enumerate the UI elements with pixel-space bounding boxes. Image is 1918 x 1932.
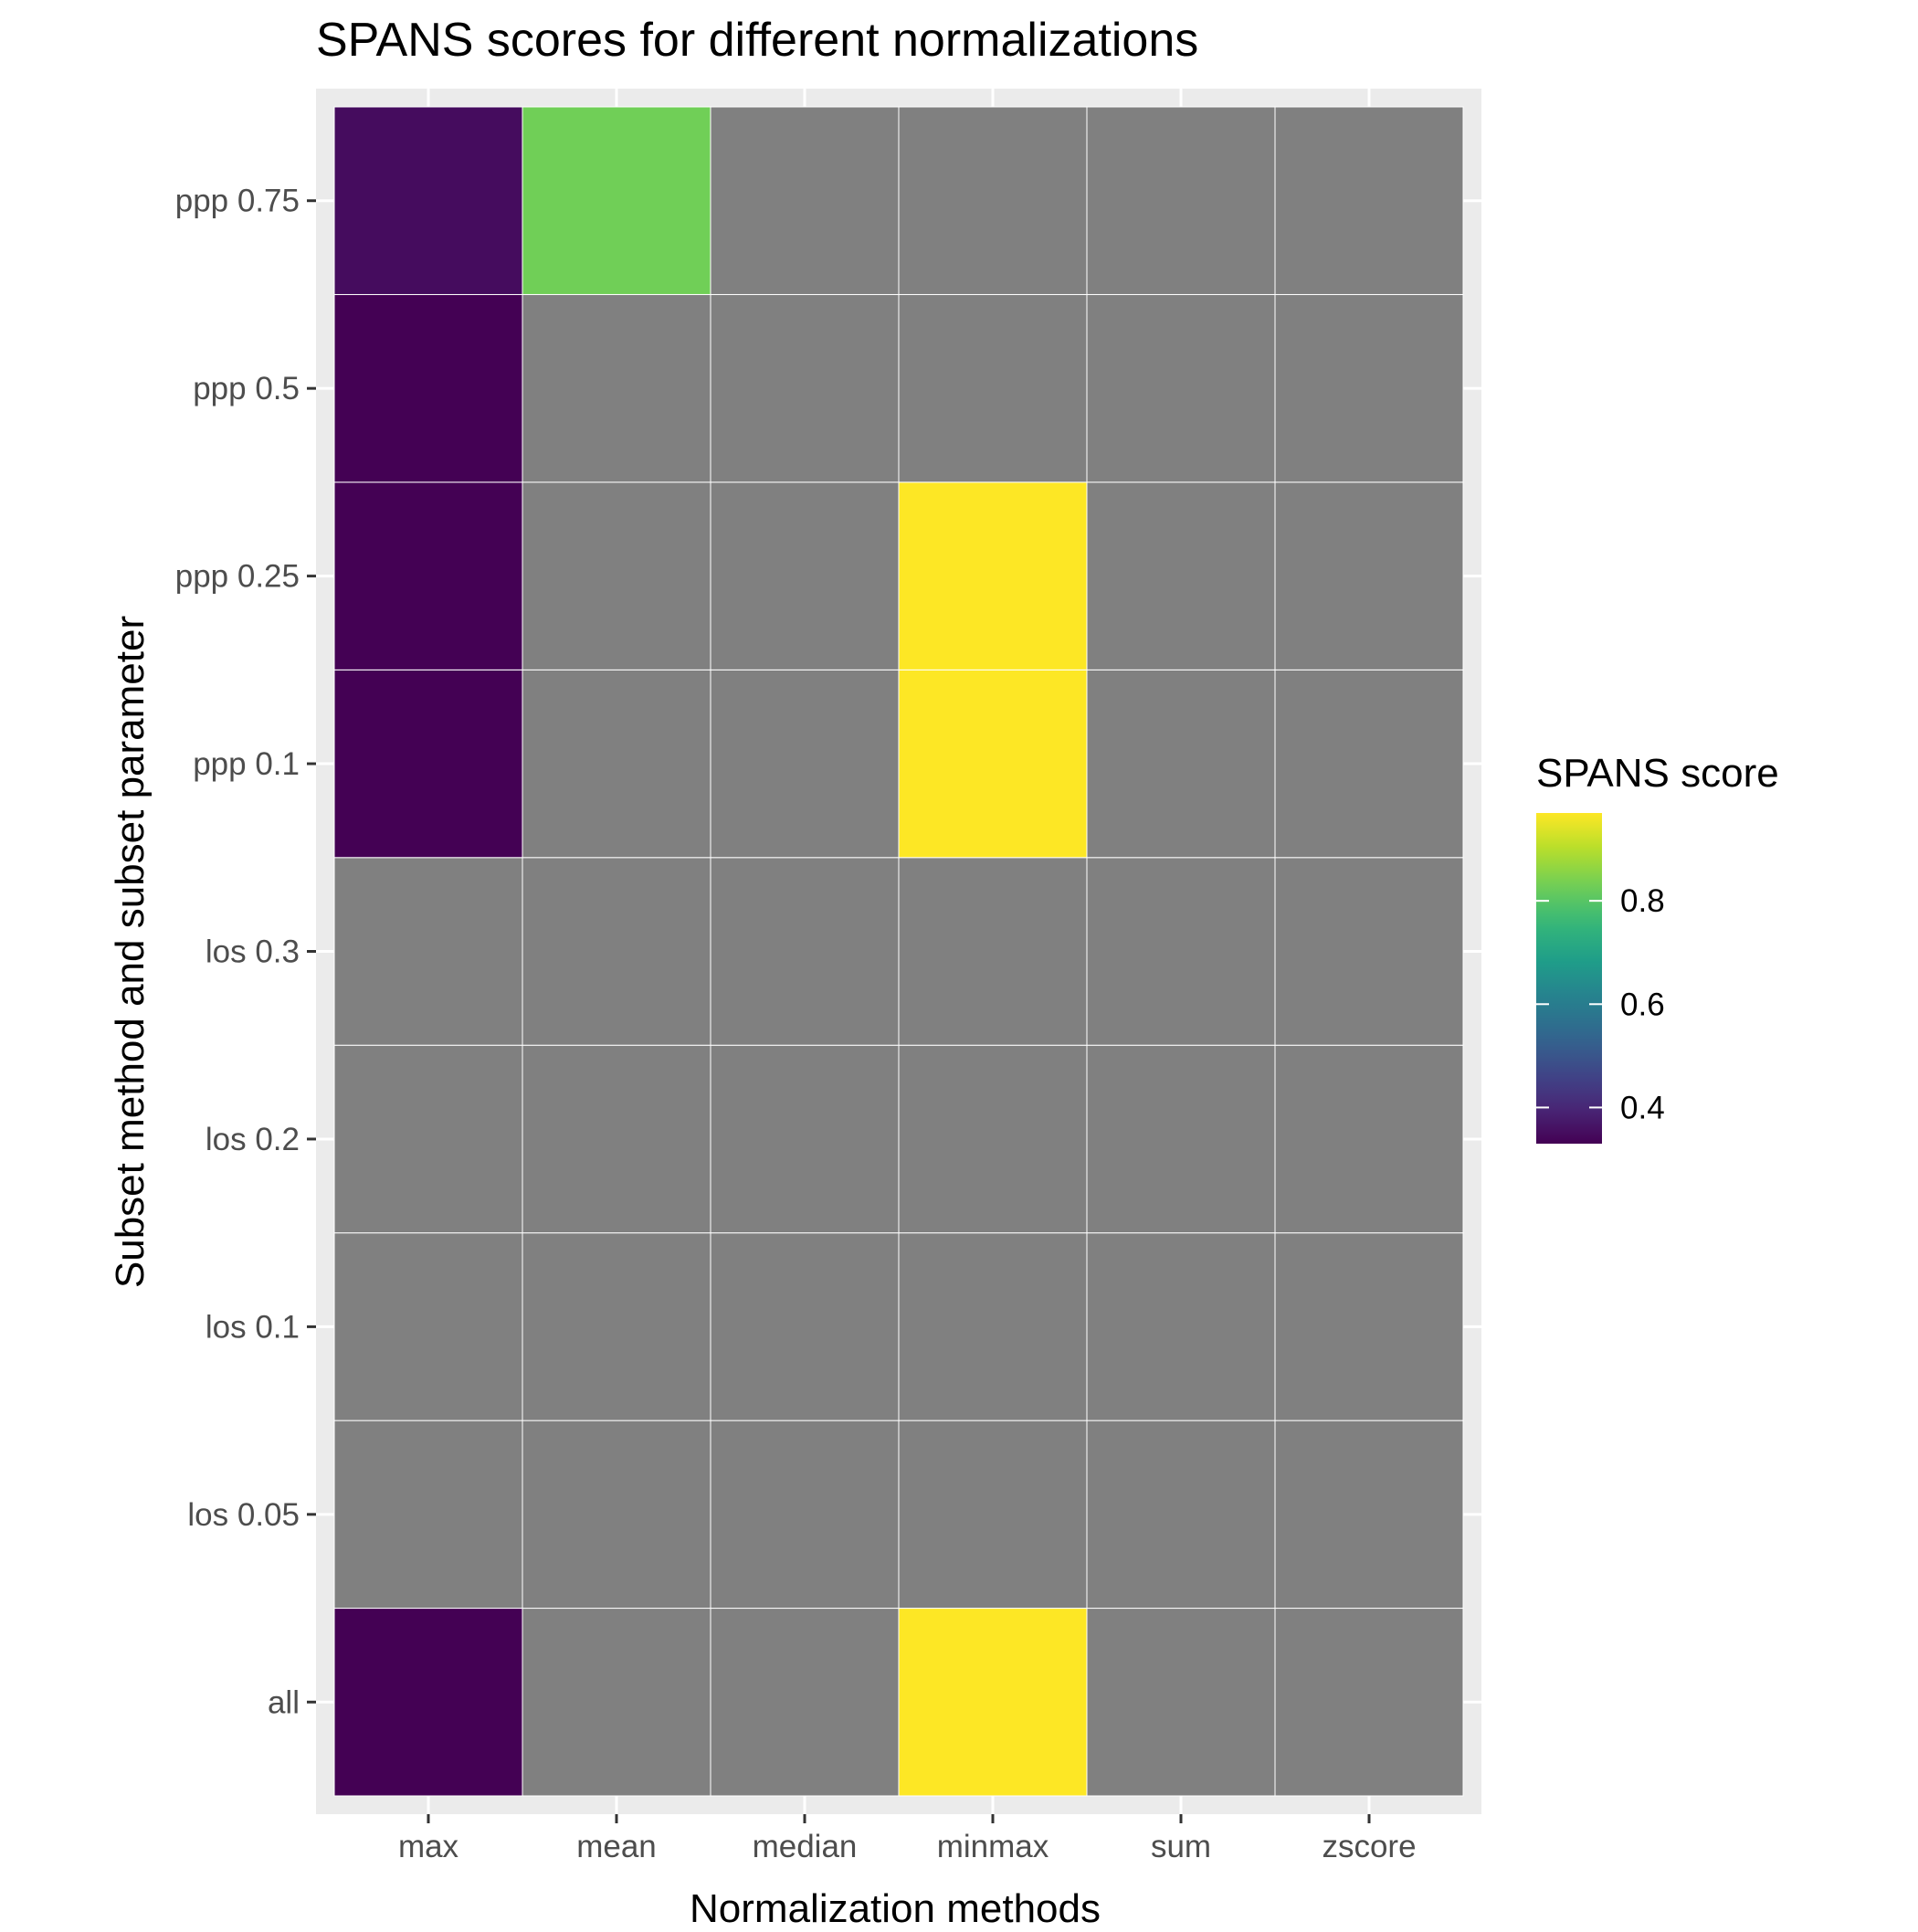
heatmap-tile (522, 481, 711, 670)
heatmap-tile (1086, 1608, 1276, 1797)
heatmap-tile (333, 106, 523, 295)
heatmap-tile (1274, 481, 1464, 670)
heatmap-tile (522, 857, 711, 1046)
y-tick-label: los 0.1 (206, 1309, 300, 1345)
heatmap-tile (898, 293, 1088, 483)
heatmap-tile (1086, 481, 1276, 670)
legend-title: SPANS score (1536, 751, 1779, 796)
heatmap-tile (1086, 1232, 1276, 1421)
y-tick-label: all (268, 1684, 300, 1720)
heatmap-tile (710, 1044, 900, 1234)
heatmap-tile (522, 106, 711, 295)
heatmap-tile (898, 1232, 1088, 1421)
heatmap-tile (333, 481, 523, 670)
heatmap-tile (333, 293, 523, 483)
heatmap-tile (522, 1232, 711, 1421)
y-tick-label: ppp 0.75 (175, 184, 300, 219)
heatmap-tile (898, 1608, 1088, 1797)
heatmap-tile (522, 293, 711, 483)
y-tick-label: los 0.05 (187, 1497, 300, 1533)
heatmap-tile (333, 1044, 523, 1234)
heatmap-tile (710, 106, 900, 295)
legend-tick-label: 0.6 (1620, 987, 1665, 1022)
heatmap-tile (522, 1608, 711, 1797)
x-tick-label: mean (576, 1829, 657, 1864)
heatmap-tile (898, 1044, 1088, 1234)
legend-tick-label: 0.4 (1620, 1090, 1665, 1125)
x-tick-label: median (753, 1829, 858, 1864)
heatmap-tile (898, 669, 1088, 859)
heatmap-tile (710, 857, 900, 1046)
heatmap-tile (1086, 1420, 1276, 1610)
heatmap-tile (522, 1420, 711, 1610)
heatmap-tile (333, 1420, 523, 1610)
heatmap-tile (898, 481, 1088, 670)
heatmap-tile (898, 1420, 1088, 1610)
chart-title: SPANS scores for different normalization… (316, 14, 1199, 67)
heatmap-tile (710, 669, 900, 859)
heatmap-tile (1086, 857, 1276, 1046)
x-tick-label: minmax (937, 1829, 1049, 1864)
heatmap-tile (1274, 293, 1464, 483)
legend-colorbar (1536, 813, 1602, 1144)
heatmap-tile (522, 1044, 711, 1234)
x-tick-label: max (398, 1829, 459, 1864)
y-tick-label: los 0.3 (206, 934, 300, 970)
legend-tick-label: 0.8 (1620, 883, 1665, 919)
heatmap-tile (522, 669, 711, 859)
heatmap-tile (333, 669, 523, 859)
heatmap-tile (710, 293, 900, 483)
heatmap-tile (1274, 1232, 1464, 1421)
x-tick-label: zscore (1322, 1829, 1416, 1864)
y-tick-label: ppp 0.1 (193, 746, 300, 782)
x-tick-label: sum (1151, 1829, 1211, 1864)
heatmap-tile (1274, 106, 1464, 295)
heatmap-tile (333, 857, 523, 1046)
heatmap-tile (898, 857, 1088, 1046)
heatmap-tile (710, 1232, 900, 1421)
heatmap-tile (1274, 857, 1464, 1046)
heatmap-tile (1086, 1044, 1276, 1234)
heatmap-tile (333, 1232, 523, 1421)
heatmap-tile (1274, 1608, 1464, 1797)
heatmap-tile (1274, 669, 1464, 859)
heatmap-tile (710, 1420, 900, 1610)
heatmap-tile (1274, 1420, 1464, 1610)
y-tick-label: ppp 0.25 (175, 559, 300, 595)
heatmap-tile (710, 481, 900, 670)
heatmap-tile (1086, 106, 1276, 295)
y-tick-label: ppp 0.5 (193, 371, 300, 406)
heatmap-tile (1086, 669, 1276, 859)
heatmap-tile (1274, 1044, 1464, 1234)
heatmap-tile (333, 1608, 523, 1797)
y-tick-label: los 0.2 (206, 1122, 300, 1157)
heatmap-tile (710, 1608, 900, 1797)
heatmap-tile (1086, 293, 1276, 483)
heatmap-tile (898, 106, 1088, 295)
